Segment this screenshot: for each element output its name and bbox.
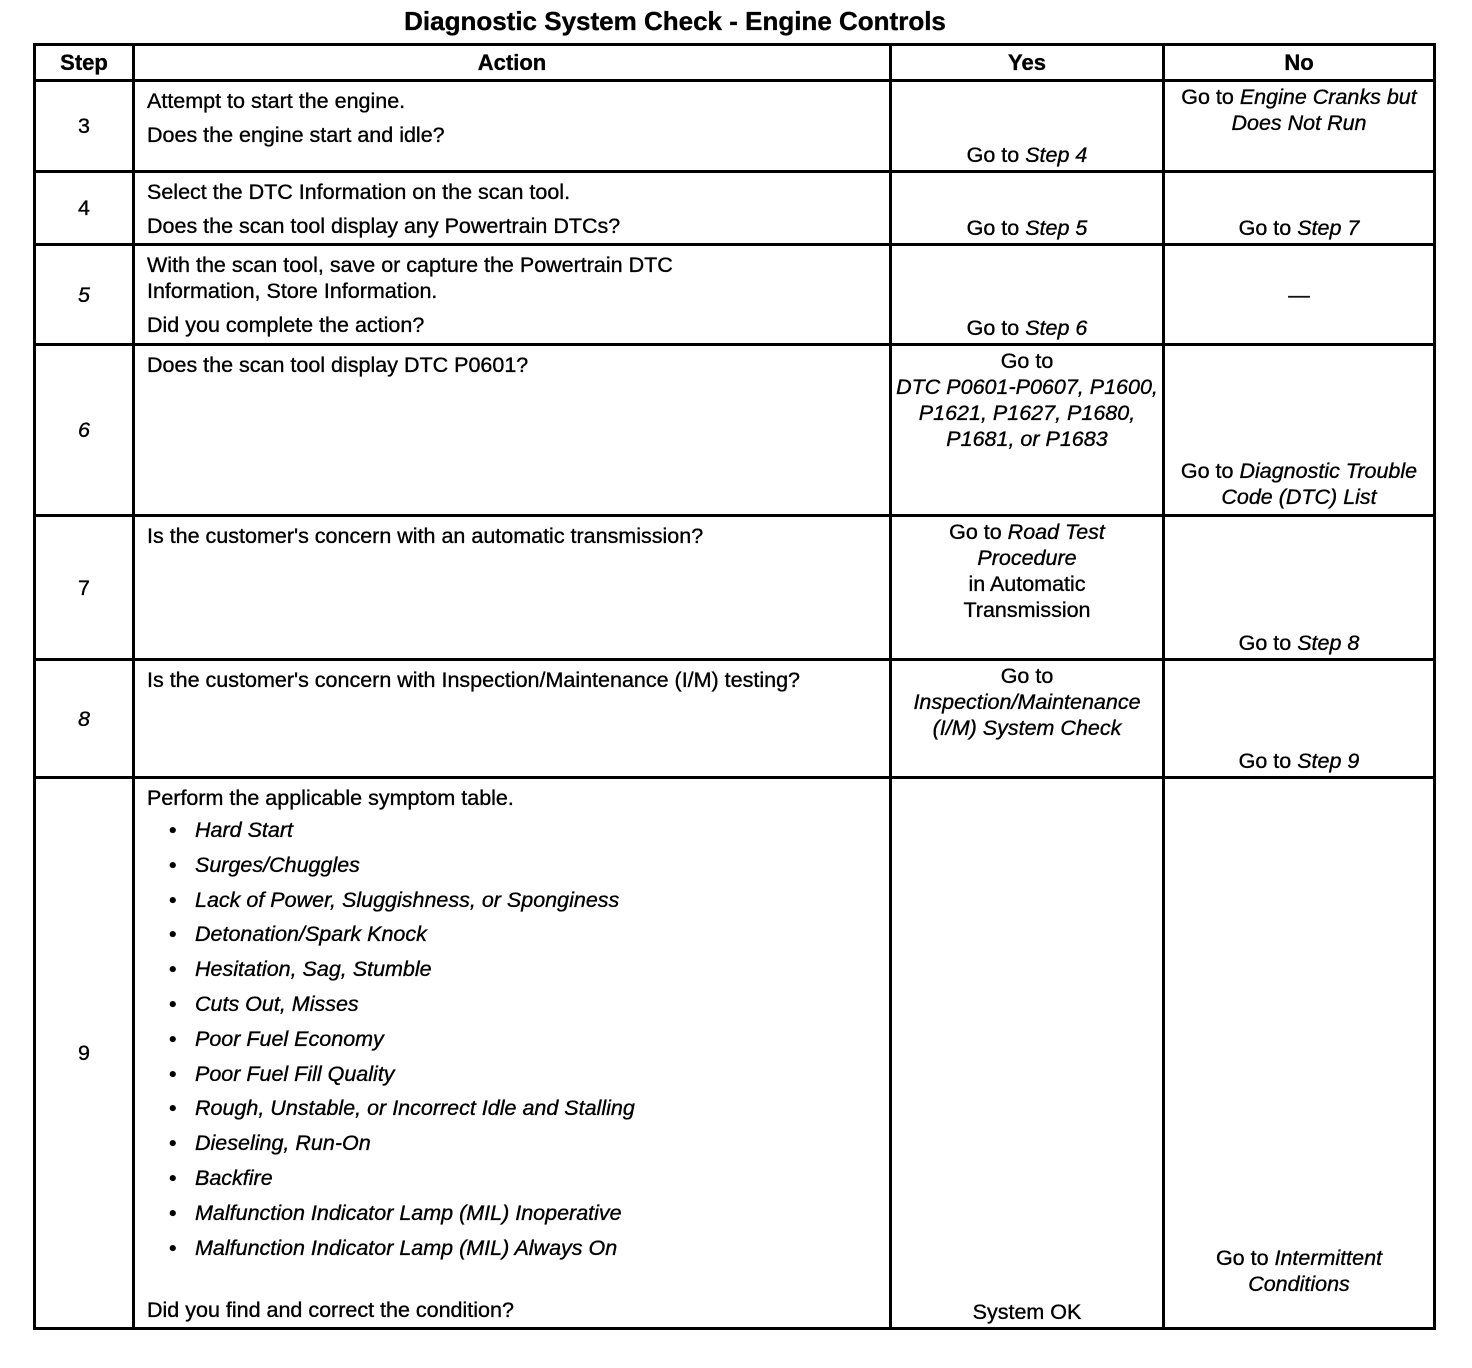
symptom-item[interactable]: Hard Start [169, 817, 877, 843]
table-row: 7 Is the customer's concern with an auto… [33, 514, 1436, 661]
symptom-item[interactable]: Malfunction Indicator Lamp (MIL) Always … [169, 1235, 877, 1261]
yes-link[interactable]: DTC P0601-P0607, P1600, P1621, P1627, P1… [896, 375, 1158, 451]
step-number: 4 [33, 170, 135, 246]
no-cell: Go to Intermittent Conditions [1162, 776, 1436, 1330]
symptom-list: Hard Start Surges/Chuggles Lack of Power, … [147, 817, 877, 1261]
no-cell: Go to Engine Cranks but Does Not Run [1162, 79, 1436, 173]
header-row: Step Action Yes No [33, 43, 1436, 82]
table-row: 6 Does the scan tool display DTC P0601? … [33, 343, 1436, 517]
yes-cell: Go to Step 5 [889, 170, 1165, 246]
diagnostic-table: Step Action Yes No 3 Attempt to start th… [33, 43, 1436, 1330]
table-row: 4 Select the DTC Information on the scan… [33, 170, 1436, 246]
no-cell: Go to Step 7 [1162, 170, 1436, 246]
yes-link[interactable]: Step 4 [1025, 143, 1088, 167]
action-question: Is the customer's concern with Inspectio… [147, 668, 800, 692]
action-question: Does the engine start and idle? [147, 123, 445, 147]
page-title: Diagnostic System Check - Engine Control… [404, 6, 946, 36]
action-question: Does the scan tool display any Powertrai… [147, 214, 621, 238]
symptom-item[interactable]: Cuts Out, Misses [169, 991, 877, 1017]
action-cell: Does the scan tool display DTC P0601? [132, 343, 892, 517]
action-cell: Perform the applicable symptom table. Ha… [132, 776, 892, 1330]
yes-link[interactable]: Step 6 [1025, 316, 1088, 340]
no-cell: Go to Step 9 [1162, 658, 1436, 779]
no-prefix: Go to [1238, 216, 1298, 240]
table-row: 3 Attempt to start the engine. Does the … [33, 79, 1436, 173]
yes-suffix: in Automatic Transmission [963, 572, 1091, 622]
yes-prefix: Go to [966, 216, 1026, 240]
no-cell: Go to Diagnostic Trouble Code (DTC) List [1162, 343, 1436, 517]
yes-prefix: Go to [1000, 349, 1054, 373]
symptom-item[interactable]: Lack of Power, Sluggishness, or Spongine… [169, 887, 877, 913]
action-cell: Select the DTC Information on the scan t… [132, 170, 892, 246]
table-row: 9 Perform the applicable symptom table. … [33, 776, 1436, 1330]
action-text: Select the DTC Information on the scan t… [147, 180, 571, 204]
no-link[interactable]: Step 9 [1297, 749, 1360, 773]
step-number: 9 [33, 776, 135, 1330]
symptom-item[interactable]: Hesitation, Sag, Stumble [169, 956, 877, 982]
action-cell: Attempt to start the engine. Does the en… [132, 79, 892, 173]
header-step: Step [33, 43, 135, 82]
yes-cell: Go to Step 6 [889, 243, 1165, 346]
no-dash: — [1288, 282, 1310, 307]
yes-cell: Go to DTC P0601-P0607, P1600, P1621, P162… [889, 343, 1165, 517]
step-number: 6 [33, 343, 135, 517]
step-number: 5 [33, 243, 135, 346]
no-link[interactable]: Diagnostic Trouble Code (DTC) List [1221, 459, 1418, 509]
no-prefix: Go to [1238, 749, 1298, 773]
header-yes: Yes [889, 43, 1165, 82]
action-question: Did you complete the action? [147, 313, 425, 337]
action-text: Perform the applicable symptom table. [147, 786, 514, 810]
no-prefix: Go to [1180, 459, 1240, 483]
yes-prefix: Go to [966, 316, 1026, 340]
action-text: With the scan tool, save or capture the … [147, 253, 673, 303]
symptom-item[interactable]: Malfunction Indicator Lamp (MIL) Inopera… [169, 1200, 877, 1226]
symptom-item[interactable]: Detonation/Spark Knock [169, 921, 877, 947]
no-link[interactable]: Step 7 [1297, 216, 1360, 240]
step-number: 8 [33, 658, 135, 779]
yes-cell: Go to Inspection/Maintenance (I/M) System… [889, 658, 1165, 779]
action-question: Is the customer's concern with an automa… [147, 524, 704, 548]
yes-cell: Go to Step 4 [889, 79, 1165, 173]
no-prefix: Go to [1181, 85, 1240, 109]
symptom-item[interactable]: Rough, Unstable, or Incorrect Idle and S… [169, 1095, 877, 1121]
header-action: Action [132, 43, 892, 82]
no-cell: Go to Step 8 [1162, 514, 1436, 661]
yes-prefix: Go to [966, 143, 1026, 167]
yes-text: System OK [972, 1300, 1082, 1324]
header-no: No [1162, 43, 1436, 82]
yes-cell: System OK [889, 776, 1165, 1330]
no-link[interactable]: Step 8 [1297, 631, 1360, 655]
yes-link[interactable]: Inspection/Maintenance (I/M) System Chec… [913, 690, 1141, 740]
no-link[interactable]: Engine Cranks but Does Not Run [1231, 85, 1417, 135]
action-cell: With the scan tool, save or capture the … [132, 243, 892, 346]
step-number: 7 [33, 514, 135, 661]
action-cell: Is the customer's concern with an automa… [132, 514, 892, 661]
yes-link[interactable]: Road Test Procedure [977, 520, 1105, 570]
action-question: Does the scan tool display DTC P0601? [147, 353, 529, 377]
no-link[interactable]: Intermittent Conditions [1248, 1246, 1383, 1296]
no-cell: — [1162, 243, 1436, 346]
action-cell: Is the customer's concern with Inspectio… [132, 658, 892, 779]
yes-link[interactable]: Step 5 [1025, 216, 1088, 240]
action-text: Attempt to start the engine. [147, 89, 406, 113]
step-number: 3 [33, 79, 135, 173]
table-row: 8 Is the customer's concern with Inspect… [33, 658, 1436, 779]
no-prefix: Go to [1238, 631, 1298, 655]
no-prefix: Go to [1215, 1246, 1275, 1270]
symptom-item[interactable]: Surges/Chuggles [169, 852, 877, 878]
symptom-item[interactable]: Dieseling, Run-On [169, 1130, 877, 1156]
yes-cell: Go to Road Test Procedure in Automatic Tr… [889, 514, 1165, 661]
symptom-item[interactable]: Poor Fuel Fill Quality [169, 1061, 877, 1087]
yes-prefix: Go to [949, 520, 1008, 544]
symptom-item[interactable]: Poor Fuel Economy [169, 1026, 877, 1052]
symptom-item[interactable]: Backfire [169, 1165, 877, 1191]
action-question: Did you find and correct the condition? [147, 1298, 514, 1322]
yes-prefix: Go to [1000, 664, 1054, 688]
table-row: 5 With the scan tool, save or capture th… [33, 243, 1436, 346]
